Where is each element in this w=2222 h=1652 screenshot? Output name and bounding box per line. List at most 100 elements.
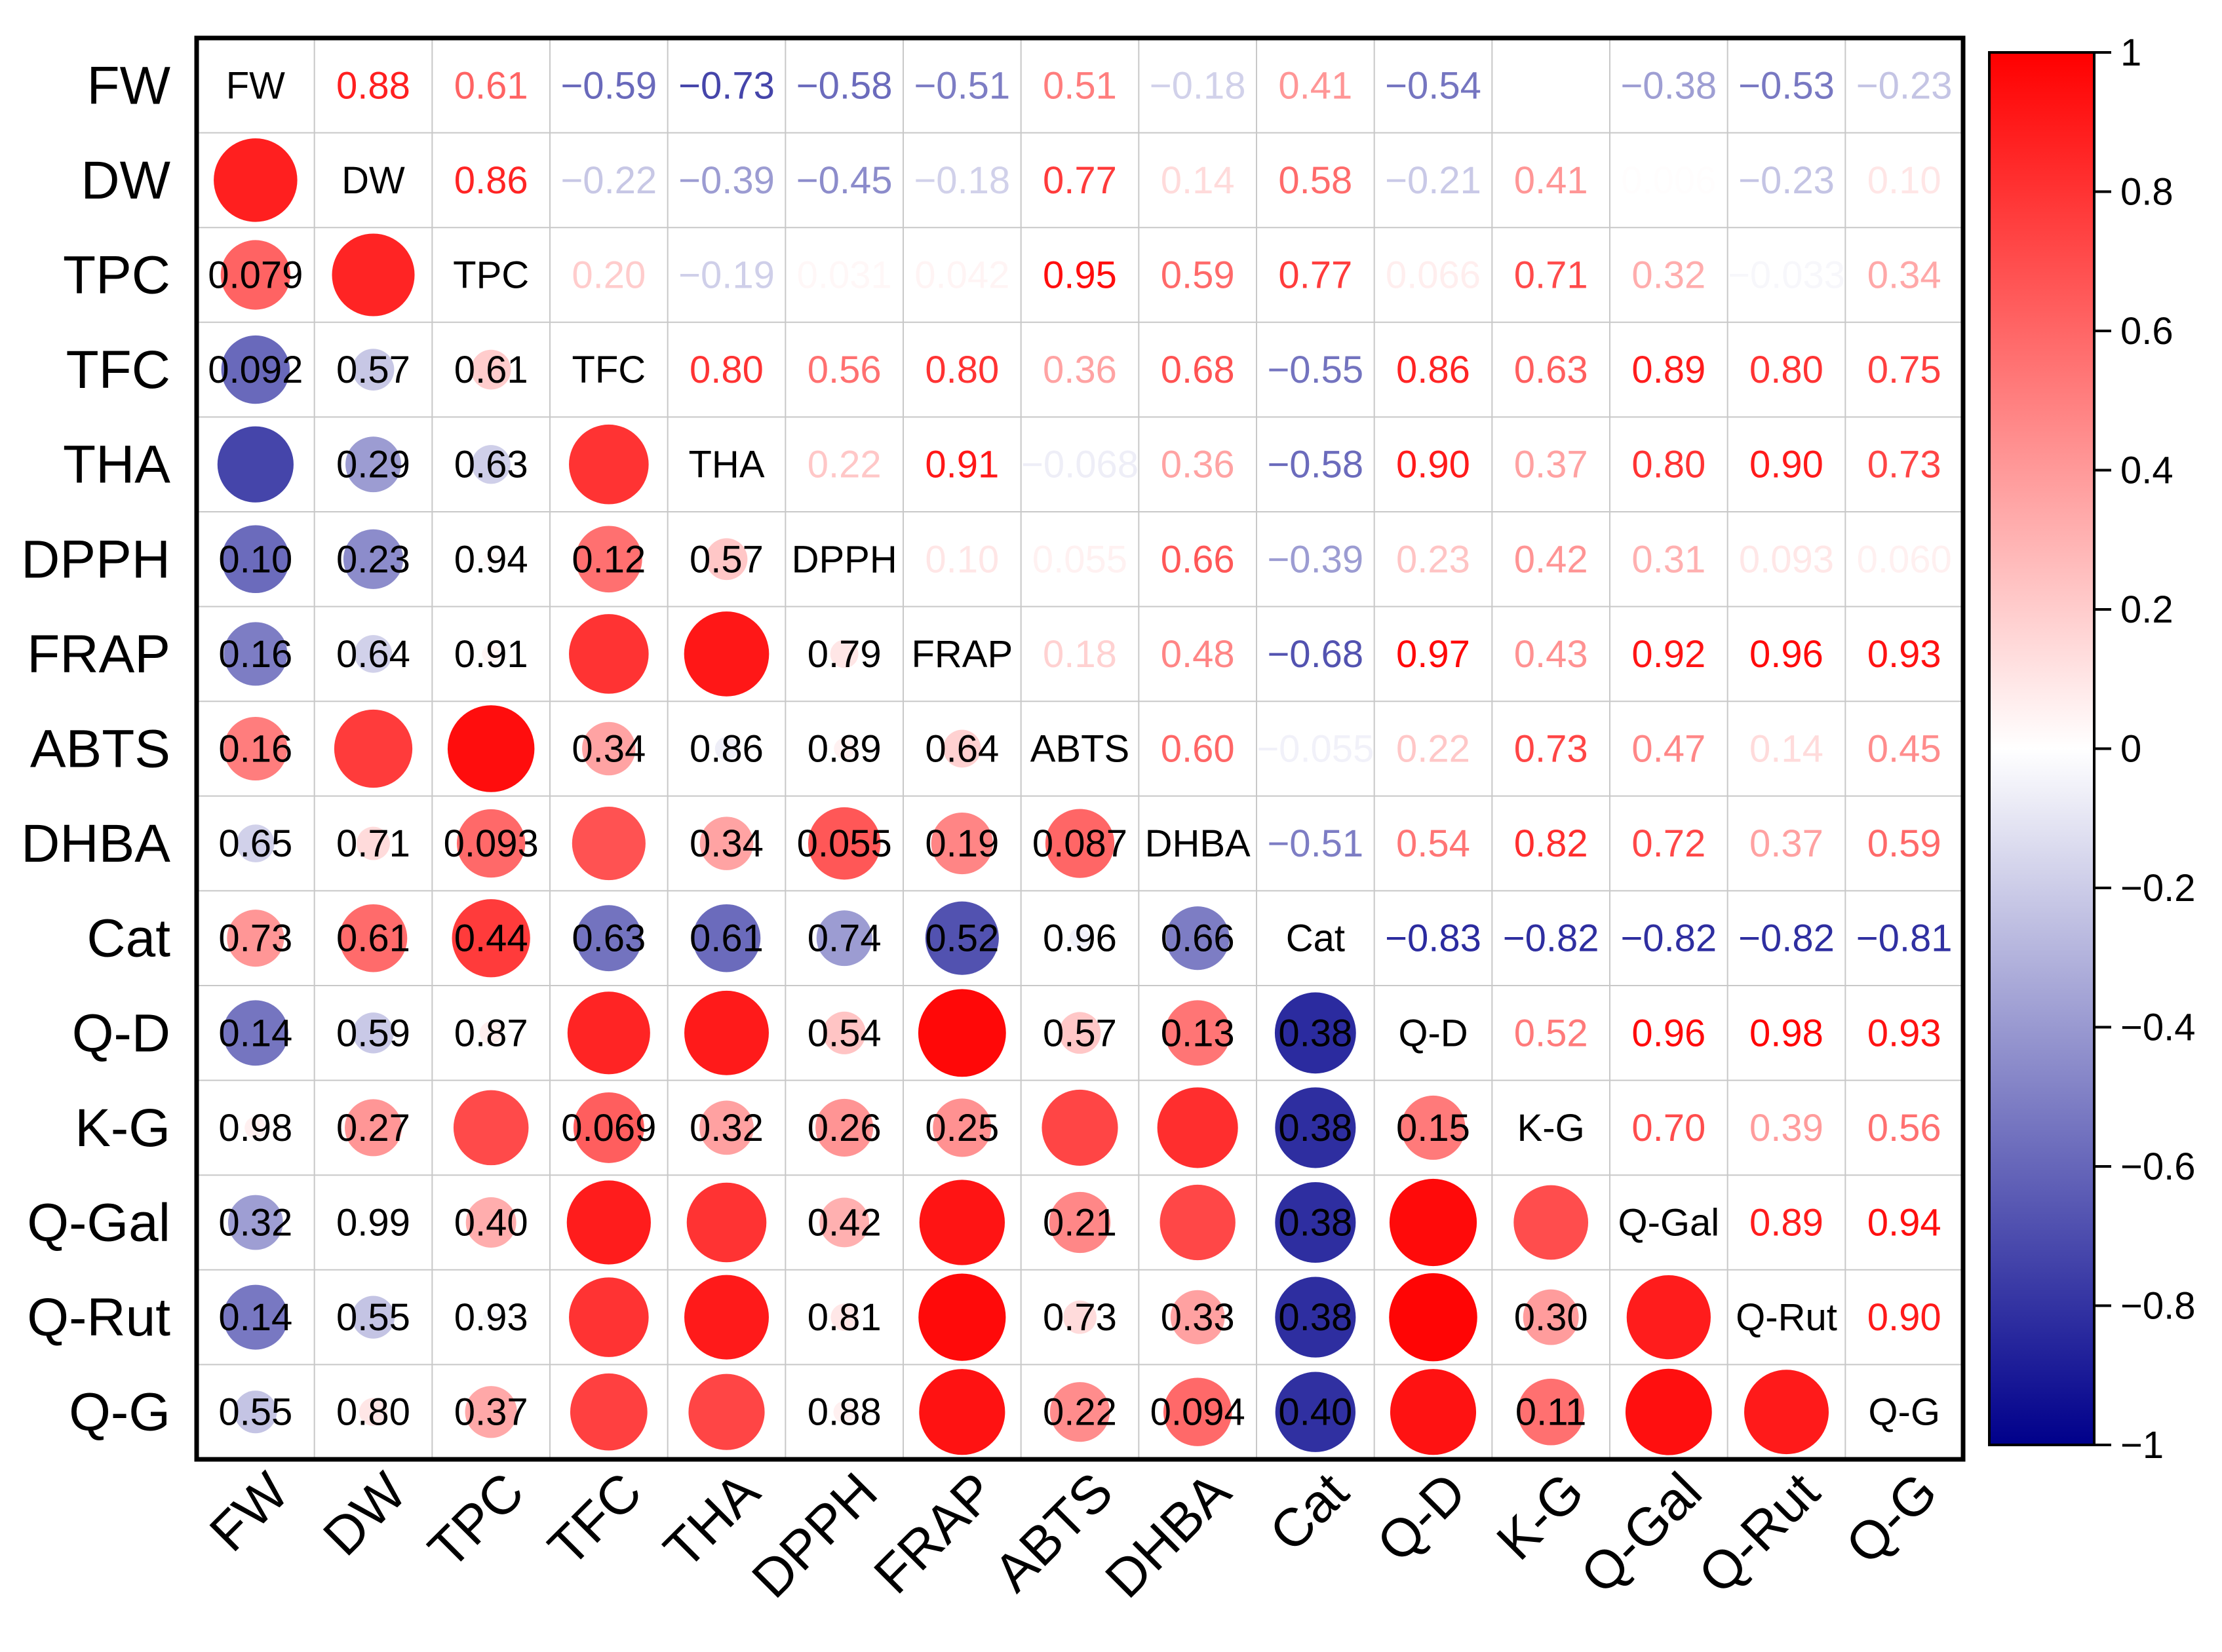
colorbar-tick-label: 1	[2120, 31, 2141, 74]
diagonal-label: DW	[341, 159, 405, 202]
corr-value: 0.91	[925, 444, 999, 486]
column-label: DPPH	[741, 1461, 888, 1609]
corr-value: 0.45	[1867, 728, 1941, 771]
p-value: 0.33	[1161, 1296, 1235, 1339]
corr-value: 0.41	[1278, 64, 1352, 107]
corr-circle	[482, 644, 501, 663]
corr-value: −0.033	[1728, 254, 1845, 297]
corr-circle	[833, 1401, 855, 1423]
corr-value: −0.18	[1150, 64, 1246, 107]
diagonal-label: THA	[689, 444, 765, 486]
p-value: 0.13	[1161, 1012, 1235, 1054]
colorbar-tick-label: 0.6	[2120, 310, 2173, 353]
p-value: 0.30	[1514, 1296, 1588, 1339]
corr-value: −0.53	[1738, 64, 1835, 107]
corr-circle	[1163, 1377, 1232, 1446]
corr-circle	[688, 1373, 765, 1450]
p-value: 0.23	[336, 538, 410, 581]
corr-value: 0.89	[1749, 1202, 1823, 1244]
corr-circle	[699, 1100, 754, 1155]
correlation-circles	[214, 138, 1829, 1455]
colorbar-tick-label: 0.2	[2120, 588, 2173, 631]
corr-value: −0.23	[1856, 64, 1953, 107]
corr-circle	[1045, 809, 1115, 878]
corr-circle	[834, 738, 855, 759]
corr-value: −0.55	[1267, 349, 1363, 391]
p-value: 0.80	[336, 1391, 410, 1434]
corr-value: 0.39	[1749, 1107, 1823, 1149]
corr-circle	[714, 737, 739, 761]
corr-value: −0.22	[560, 159, 657, 202]
p-value: 0.73	[218, 917, 292, 960]
corr-value: 0.73	[1867, 444, 1941, 486]
corr-circle	[686, 1182, 767, 1263]
p-value: 0.55	[336, 1296, 410, 1339]
corr-circle	[1523, 1289, 1579, 1345]
corr-circle	[815, 1098, 874, 1157]
corr-circle	[352, 349, 395, 391]
corr-circle	[1275, 1181, 1356, 1263]
corr-value: 0.54	[1396, 822, 1470, 865]
corr-circle	[1069, 927, 1091, 949]
p-value: 0.44	[454, 917, 528, 960]
corr-value: −0.055	[1257, 728, 1374, 771]
corr-value: 0.86	[1396, 349, 1470, 391]
corr-circle	[1513, 1185, 1589, 1260]
corr-circle	[236, 824, 275, 862]
corr-value: 0.18	[1043, 633, 1117, 676]
column-label: TFC	[537, 1461, 653, 1577]
p-value: 0.12	[572, 538, 646, 581]
p-value: 0.38	[1278, 1296, 1352, 1339]
diagonal-label: FW	[226, 64, 285, 107]
p-value: 0.21	[1043, 1202, 1117, 1244]
column-label: DHBA	[1094, 1461, 1242, 1609]
corr-value: −0.58	[796, 64, 893, 107]
diagonal-label: FRAP	[911, 633, 1013, 676]
corr-value: 0.72	[1631, 822, 1705, 865]
p-value: 0.88	[808, 1391, 882, 1434]
corr-value: 0.59	[1161, 254, 1235, 297]
colorbar-tick-label: −0.4	[2120, 1007, 2196, 1049]
p-value: 0.11	[1515, 1391, 1587, 1434]
corr-circle	[1165, 906, 1230, 970]
row-label: FRAP	[27, 624, 170, 684]
column-label: Q-Gal	[1570, 1461, 1713, 1605]
p-value: 0.61	[454, 349, 528, 391]
corr-value: 0.58	[1278, 159, 1352, 202]
row-label: Q-G	[69, 1383, 170, 1442]
corr-value: 0.96	[1749, 633, 1823, 676]
corr-circle	[569, 424, 649, 505]
corr-circle	[1157, 1087, 1238, 1168]
corr-circle	[1275, 1277, 1356, 1358]
corr-circle	[1160, 1184, 1236, 1261]
p-value: 0.40	[454, 1202, 528, 1244]
corr-value: 0.51	[1043, 64, 1117, 107]
p-value: 0.38	[1278, 1202, 1352, 1244]
p-value: 0.57	[690, 538, 764, 581]
corr-value: 0.60	[1161, 728, 1235, 771]
corr-circle	[452, 899, 530, 978]
corr-circle	[220, 240, 290, 310]
corr-circle	[222, 1000, 288, 1066]
p-value: 0.64	[925, 728, 999, 771]
corr-value: 0.71	[1514, 254, 1588, 297]
p-value: 0.59	[336, 1012, 410, 1054]
p-value: 0.65	[218, 822, 292, 865]
colorbar-tick-label: 0.4	[2120, 450, 2173, 492]
corr-value: 0.37	[1514, 444, 1588, 486]
p-value: 0.34	[690, 822, 764, 865]
corr-circle	[569, 614, 649, 694]
corr-circle	[692, 904, 761, 972]
corr-value: −0.83	[1385, 917, 1481, 960]
corr-value: 0.42	[1514, 538, 1588, 581]
corr-value: 0.82	[1514, 822, 1588, 865]
corr-circle	[1063, 1300, 1097, 1334]
p-value: 0.16	[218, 633, 292, 676]
corr-value: 0.66	[1161, 538, 1235, 581]
p-value: 0.15	[1396, 1107, 1470, 1149]
p-value: 0.14	[218, 1012, 292, 1054]
p-value: 0.55	[218, 1391, 292, 1434]
corr-circle	[483, 551, 499, 567]
row-label: TFC	[66, 340, 170, 400]
corr-value: 0.56	[1867, 1107, 1941, 1149]
